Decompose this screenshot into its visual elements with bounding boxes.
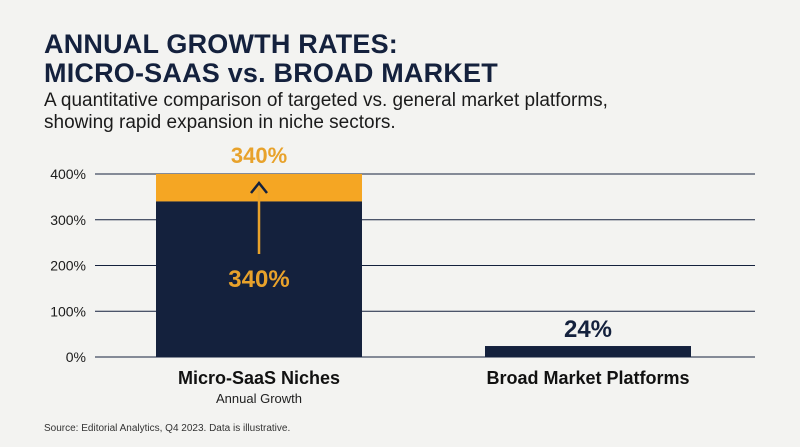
- chart-subtitle-line-2: showing rapid expansion in niche sectors…: [44, 112, 396, 133]
- source-note: Source: Editorial Analytics, Q4 2023. Da…: [44, 423, 291, 434]
- chart-title-line-2: MICRO-SAAS vs. BROAD MARKET: [44, 58, 498, 88]
- y-tick-label: 200%: [50, 258, 86, 274]
- y-tick-label: 100%: [50, 303, 86, 319]
- bar: [485, 346, 691, 357]
- chart-title-line-1: ANNUAL GROWTH RATES:: [44, 29, 398, 59]
- overflow-value-label: 340%: [231, 143, 287, 168]
- growth-arrow-head: [250, 180, 268, 194]
- x-category-sublabel: Annual Growth: [216, 391, 302, 406]
- bar-value-label: 24%: [564, 316, 612, 343]
- x-category-label: Broad Market Platforms: [486, 368, 689, 388]
- y-tick-label: 0%: [66, 349, 86, 365]
- chart-subtitle-line-1: A quantitative comparison of targeted vs…: [44, 90, 608, 111]
- chart-title: ANNUAL GROWTH RATES: MICRO-SAAS vs. BROA…: [44, 30, 764, 88]
- x-category-label: Micro-SaaS Niches: [178, 368, 340, 388]
- bar-value-label: 340%: [228, 266, 289, 293]
- chart-subtitle: A quantitative comparison of targeted vs…: [44, 90, 764, 134]
- y-tick-label: 400%: [50, 166, 86, 182]
- y-tick-label: 300%: [50, 212, 86, 228]
